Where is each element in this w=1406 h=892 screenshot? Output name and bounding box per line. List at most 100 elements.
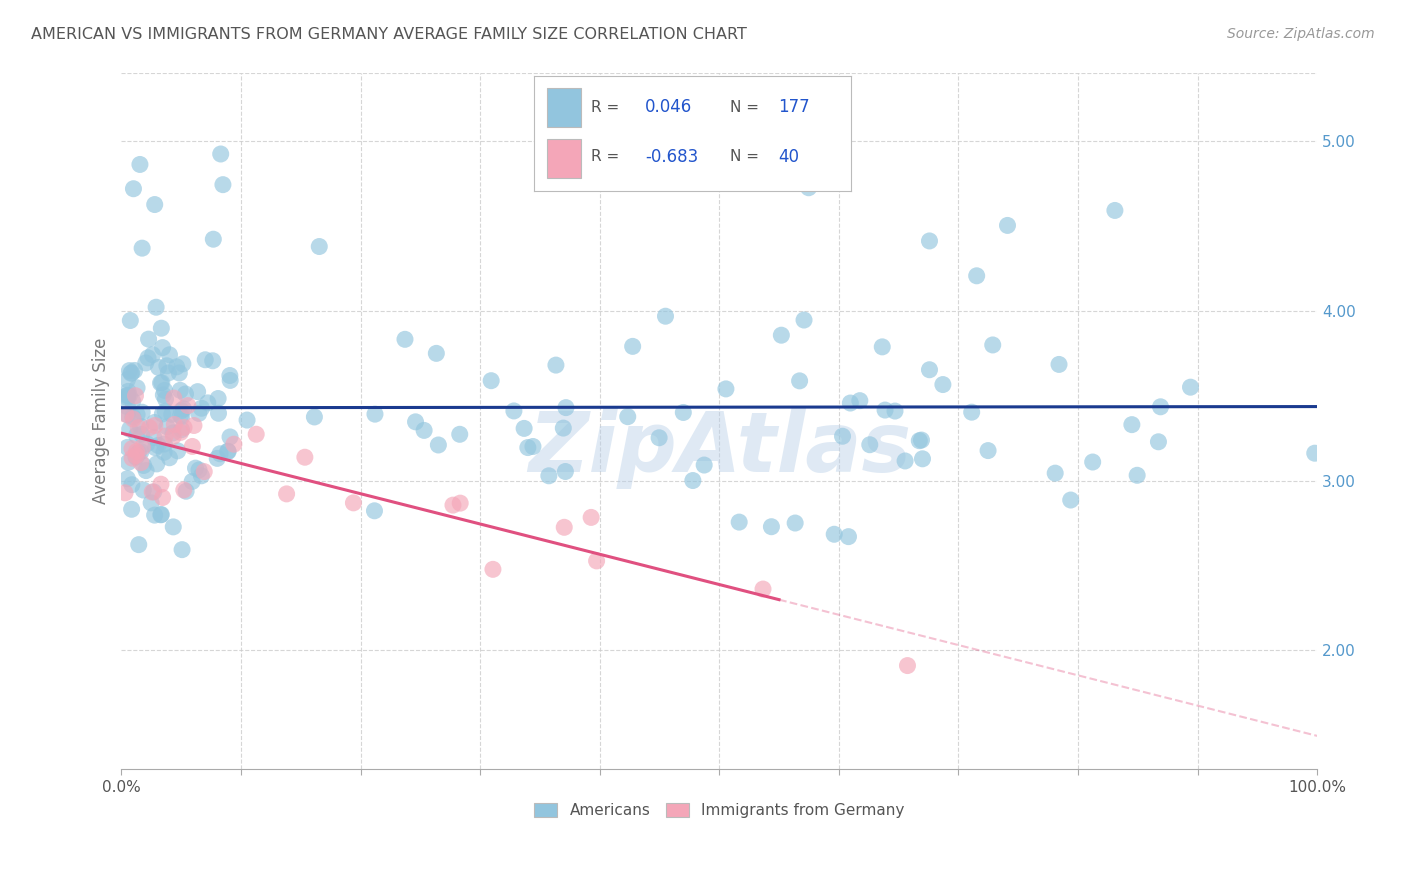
Point	[159, 450, 181, 465]
Point	[170, 403, 193, 417]
Point	[118, 389, 141, 403]
Point	[174, 484, 197, 499]
Point	[884, 404, 907, 418]
Point	[128, 538, 150, 552]
Point	[149, 477, 172, 491]
Point	[170, 423, 193, 437]
Point	[142, 348, 165, 362]
Point	[193, 465, 215, 479]
Point	[714, 382, 737, 396]
Point	[427, 438, 450, 452]
Point	[170, 542, 193, 557]
Point	[129, 157, 152, 171]
Point	[342, 496, 364, 510]
Point	[482, 562, 505, 576]
Point	[131, 427, 153, 442]
Point	[135, 437, 157, 451]
Point	[1180, 380, 1202, 394]
Point	[141, 485, 163, 500]
Point	[150, 407, 173, 421]
Point	[125, 381, 148, 395]
Point	[1047, 358, 1070, 372]
Point	[173, 420, 195, 434]
Point	[145, 300, 167, 314]
Point	[1149, 400, 1171, 414]
Point	[117, 441, 139, 455]
Point	[910, 433, 932, 447]
Point	[276, 487, 298, 501]
Point	[918, 363, 941, 377]
Point	[124, 389, 146, 403]
Point	[129, 419, 152, 434]
Point	[131, 440, 153, 454]
Point	[516, 441, 538, 455]
Point	[125, 449, 148, 463]
Point	[166, 359, 188, 374]
Point	[1121, 417, 1143, 432]
Point	[139, 496, 162, 510]
Point	[294, 450, 316, 465]
Point	[859, 438, 882, 452]
Point	[148, 438, 170, 452]
Point	[218, 368, 240, 383]
Point	[364, 407, 387, 421]
Point	[896, 658, 918, 673]
Point	[129, 456, 152, 470]
Point	[797, 180, 820, 194]
Point	[114, 485, 136, 500]
Point	[142, 484, 165, 499]
Point	[153, 429, 176, 443]
Point	[159, 348, 181, 362]
Point	[785, 516, 807, 530]
Point	[513, 421, 536, 435]
Point	[831, 429, 853, 443]
Point	[170, 409, 193, 424]
Point	[117, 373, 139, 387]
Legend: Americans, Immigrants from Germany: Americans, Immigrants from Germany	[529, 797, 910, 824]
Point	[966, 268, 988, 283]
Point	[143, 416, 166, 430]
Point	[172, 357, 194, 371]
Point	[155, 392, 177, 406]
Point	[209, 147, 232, 161]
Point	[169, 425, 191, 440]
Point	[181, 440, 204, 454]
Point	[162, 520, 184, 534]
Point	[793, 313, 815, 327]
Point	[173, 483, 195, 497]
Text: Source: ZipAtlas.com: Source: ZipAtlas.com	[1227, 27, 1375, 41]
Point	[118, 363, 141, 377]
Point	[136, 351, 159, 365]
Point	[149, 508, 172, 522]
Point	[918, 234, 941, 248]
Point	[894, 454, 917, 468]
Point	[117, 388, 139, 402]
Point	[127, 445, 149, 459]
Text: AMERICAN VS IMMIGRANTS FROM GERMANY AVERAGE FAMILY SIZE CORRELATION CHART: AMERICAN VS IMMIGRANTS FROM GERMANY AVER…	[31, 27, 747, 42]
Point	[839, 396, 862, 410]
Point	[183, 418, 205, 433]
Point	[188, 463, 211, 477]
Point	[122, 182, 145, 196]
Point	[873, 403, 896, 417]
Point	[553, 520, 575, 534]
Point	[125, 444, 148, 458]
Point	[152, 341, 174, 355]
Point	[169, 366, 191, 380]
Point	[616, 409, 638, 424]
Point	[146, 457, 169, 471]
Point	[120, 366, 142, 380]
Point	[194, 352, 217, 367]
Point	[908, 434, 931, 448]
Point	[207, 392, 229, 406]
Point	[849, 393, 872, 408]
Point	[187, 406, 209, 420]
Point	[449, 427, 471, 442]
Point	[728, 515, 751, 529]
Point	[150, 321, 173, 335]
Point	[405, 415, 427, 429]
Point	[555, 401, 578, 415]
Point	[156, 419, 179, 434]
Point	[124, 363, 146, 377]
Point	[413, 424, 436, 438]
